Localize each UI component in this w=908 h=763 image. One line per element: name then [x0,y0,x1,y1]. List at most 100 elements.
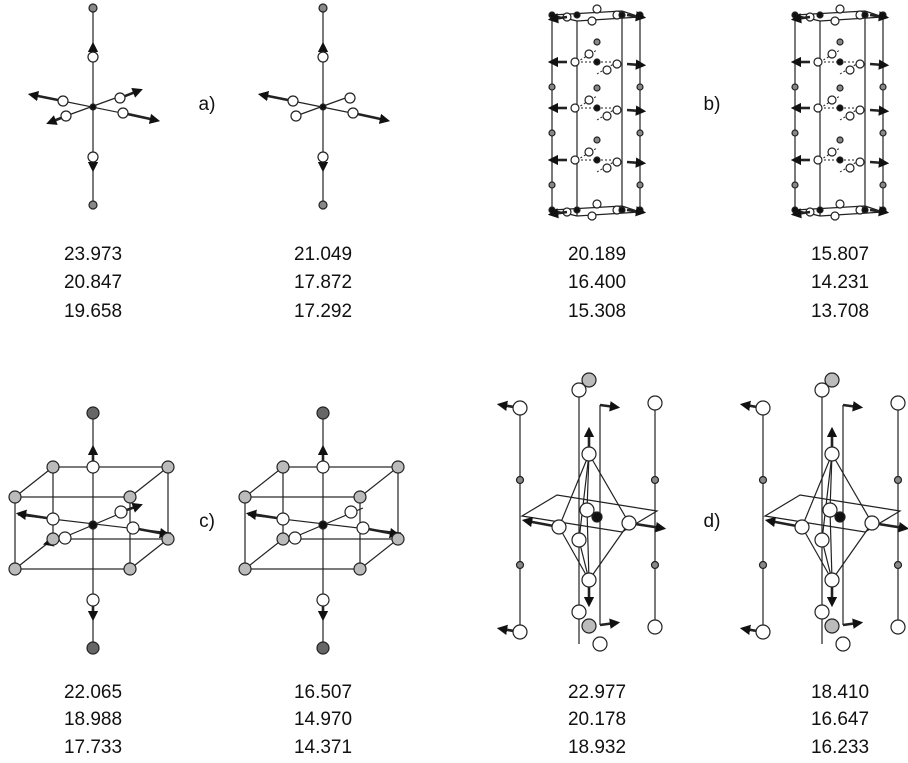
atom [549,12,555,18]
energy-value: 22.977 [568,682,626,703]
atom [825,373,839,387]
atom [61,111,71,121]
atom [47,461,59,473]
atom [58,96,68,106]
atom [792,130,798,136]
atom [837,137,843,143]
atom [88,52,98,62]
atom [828,148,836,156]
atom [549,130,555,136]
atom [817,12,823,18]
atom [115,93,125,103]
atom [814,104,822,112]
atom [513,625,527,639]
atom [831,212,839,220]
atom [891,620,905,634]
bond [130,467,168,497]
atom [319,201,327,209]
atom [837,85,843,91]
energy-value: 17.733 [64,737,122,758]
bond [15,539,53,569]
atom [392,533,404,545]
atom [585,148,593,156]
energy-value: 19.658 [64,301,122,322]
atom [880,84,886,90]
atom [88,152,98,162]
atom [585,96,593,104]
energy-value: 16.400 [568,272,626,293]
energy-value: 17.872 [294,272,352,293]
energy-value: 14.231 [811,272,869,293]
atom [637,84,643,90]
atom [792,84,798,90]
atom [89,521,97,529]
atom [837,105,843,111]
energy-value: 18.932 [568,737,626,758]
atom [613,106,621,114]
atom [837,59,843,65]
bond [843,623,858,625]
bond [832,523,872,580]
atom [87,642,99,654]
atom [582,573,596,587]
cube-face [15,497,130,569]
energy-value: 14.371 [294,737,352,758]
bond [245,467,283,497]
energy-value: 20.189 [568,244,626,265]
atom [815,605,829,619]
atom [574,207,580,213]
atom [317,594,329,606]
atom [320,104,326,110]
atom [652,562,659,569]
energy-value: 14.970 [294,709,352,730]
atom [836,5,844,13]
atom [345,93,355,103]
atom [348,108,358,118]
energy-value: 16.647 [811,709,869,730]
bond [245,539,283,569]
atom [354,491,366,503]
energy-value: 16.233 [811,737,869,758]
atom [277,513,289,525]
atom [124,563,136,575]
atom [652,477,659,484]
atom [9,491,21,503]
energy-value: 21.049 [294,244,352,265]
atom [594,59,600,65]
atom [549,182,555,188]
atom [585,50,593,58]
energy-value: 20.178 [568,709,626,730]
atom [594,85,600,91]
atom [760,477,767,484]
atom [319,521,327,529]
atom [792,207,798,213]
atom [317,407,329,419]
atom [571,156,579,164]
atom [582,447,596,461]
atom [291,111,301,121]
page: {"panels":[ {"label":"a)","columns":[{"v… [0,0,908,763]
bond [589,523,629,580]
atom [9,563,21,575]
bond [870,110,884,111]
panel-label: d) [704,511,721,532]
atom [239,563,251,575]
atom [795,520,809,534]
atom [814,156,822,164]
panel-label: b) [704,94,721,115]
atom [862,207,868,213]
atom [549,207,555,213]
energy-value: 20.847 [64,272,122,293]
atom [582,619,596,633]
atom [357,522,369,534]
atom [572,533,586,547]
atom [856,106,864,114]
bond [820,212,883,216]
bond [552,11,622,15]
atom [594,39,600,45]
atom [637,182,643,188]
bond [843,405,858,407]
atom [619,12,625,18]
atom [319,4,327,12]
atom [47,513,59,525]
